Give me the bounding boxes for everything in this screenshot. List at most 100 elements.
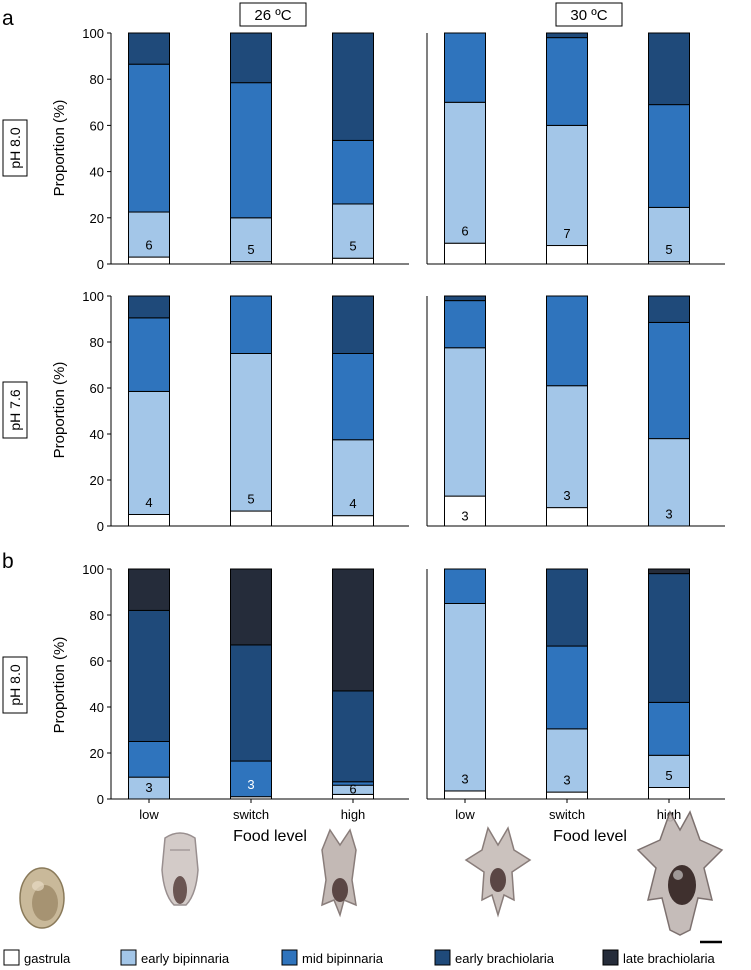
bar-segment-mid-bipinnaria bbox=[332, 139, 374, 205]
bar-segment-gastrula bbox=[648, 787, 690, 800]
y-tick-label: 20 bbox=[90, 211, 104, 226]
bar-segment-mid-bipinnaria bbox=[546, 645, 588, 730]
bar-segment-early-brachiolaria bbox=[444, 295, 486, 302]
bar-segment-early-bipinnaria bbox=[648, 754, 690, 788]
chart-panel-5: 0 20 40 60 80 100 3 low 3 switch 6 high bbox=[82, 562, 409, 822]
bar-segment-early-bipinnaria bbox=[332, 439, 374, 517]
sample-size-label: 3 bbox=[563, 488, 570, 503]
larva-gastrula-image bbox=[19, 867, 65, 929]
chart-panel-2: 6 7 5 bbox=[426, 32, 725, 265]
bar-segment-early-brachiolaria bbox=[546, 568, 588, 647]
sample-size-label: 3 bbox=[461, 509, 468, 524]
bar-segment-early-brachiolaria bbox=[230, 32, 272, 84]
sample-size-label: 5 bbox=[247, 491, 254, 506]
legend: gastrula early bipinnaria mid bipinnaria… bbox=[3, 949, 716, 966]
sample-size-label: 7 bbox=[563, 226, 570, 241]
bar-segment-mid-bipinnaria bbox=[546, 295, 588, 387]
x-axis-title-left: Food level bbox=[233, 828, 307, 845]
bar-segment-early-brachiolaria bbox=[332, 690, 374, 783]
larva-mid-bipinnaria-image bbox=[321, 828, 357, 918]
bar-segment-late-brachiolaria bbox=[332, 568, 374, 692]
bar-segment-early-bipinnaria bbox=[128, 211, 170, 258]
y-tick-label: 80 bbox=[90, 335, 104, 350]
bar-segment-gastrula bbox=[128, 514, 170, 527]
bar-segment-early-brachiolaria bbox=[648, 32, 690, 106]
bar-segment-mid-bipinnaria bbox=[444, 568, 486, 604]
legend-label-late-brachiolaria: late brachiolaria bbox=[623, 951, 716, 966]
temp-label-26: 26 ºC bbox=[254, 7, 291, 24]
temp-box-30 bbox=[555, 2, 623, 27]
sample-size-label: 6 bbox=[461, 224, 468, 239]
y-tick-label: 100 bbox=[82, 562, 104, 577]
row-box-2 bbox=[2, 381, 28, 439]
y-tick-label: 40 bbox=[90, 700, 104, 715]
sample-size-label: 6 bbox=[349, 782, 356, 797]
bar-segment-early-bipinnaria bbox=[230, 353, 272, 512]
y-tick-label: 40 bbox=[90, 165, 104, 180]
bar-segment-mid-bipinnaria bbox=[128, 741, 170, 778]
bar-segment-gastrula bbox=[332, 257, 374, 265]
y-tick-label: 20 bbox=[90, 473, 104, 488]
row-box-3 bbox=[2, 656, 28, 714]
y-tick-label: 100 bbox=[82, 26, 104, 41]
y-tick-label: 80 bbox=[90, 608, 104, 623]
sample-size-label: 5 bbox=[349, 239, 356, 254]
bar-segment-early-brachiolaria bbox=[128, 609, 170, 743]
bar-segment-early-bipinnaria bbox=[444, 101, 486, 244]
bar-segment-mid-bipinnaria bbox=[648, 701, 690, 756]
y-axis-title-2: Proportion (%) bbox=[51, 362, 68, 459]
sample-size-label: 3 bbox=[145, 780, 152, 795]
bar-segment-gastrula bbox=[230, 510, 272, 527]
bar-segment-gastrula bbox=[444, 790, 486, 800]
chart-panel-6: 3low3switch5high bbox=[426, 568, 725, 822]
row-label-3: pH 8.0 bbox=[7, 664, 23, 705]
bar-segment-gastrula bbox=[128, 256, 170, 265]
bar-segment-late-brachiolaria bbox=[128, 568, 170, 611]
row-label-1: pH 8.0 bbox=[7, 127, 23, 168]
bar-segment-early-brachiolaria bbox=[230, 644, 272, 762]
temp-label-30: 30 ºC bbox=[570, 7, 607, 24]
bar-segment-early-bipinnaria bbox=[648, 438, 690, 527]
x-axis-title-right: Food level bbox=[553, 828, 627, 845]
legend-label-early-brachiolaria: early brachiolaria bbox=[455, 951, 555, 966]
sample-size-label: 3 bbox=[563, 772, 570, 787]
bar-segment-gastrula bbox=[546, 245, 588, 265]
bar-segment-early-brachiolaria bbox=[648, 573, 690, 703]
row-label-2: pH 7.6 bbox=[7, 389, 23, 430]
y-tick-label: 0 bbox=[97, 519, 104, 534]
legend-swatch-early-bipinnaria bbox=[120, 949, 137, 966]
bar-segment-mid-bipinnaria bbox=[230, 295, 272, 354]
x-tick-label: high bbox=[341, 807, 366, 822]
legend-swatch-early-brachiolaria bbox=[434, 949, 451, 966]
larva-late-brachiolaria-image bbox=[636, 810, 724, 936]
chart-panel-3: 0 20 40 60 80 100 4 5 4 bbox=[82, 289, 409, 534]
bar-segment-mid-bipinnaria bbox=[648, 104, 690, 208]
bar-segment-early-bipinnaria bbox=[444, 347, 486, 497]
bar-segment-late-brachiolaria bbox=[648, 568, 690, 575]
bar-segment-gastrula bbox=[546, 791, 588, 800]
y-axis-title-1: Proportion (%) bbox=[51, 100, 68, 197]
panel-label-a: a bbox=[2, 7, 14, 30]
bar-segment-early-brachiolaria bbox=[128, 32, 170, 65]
y-tick-label: 40 bbox=[90, 427, 104, 442]
bar-segment-mid-bipinnaria bbox=[648, 321, 690, 440]
bar-segment-early-bipinnaria bbox=[230, 217, 272, 263]
legend-swatch-gastrula bbox=[3, 949, 20, 966]
bar-segment-mid-bipinnaria bbox=[546, 37, 588, 126]
bar-segment-late-brachiolaria bbox=[230, 568, 272, 646]
y-axis-title-3: Proportion (%) bbox=[51, 637, 68, 734]
y-tick-label: 20 bbox=[90, 746, 104, 761]
bar-segment-mid-bipinnaria bbox=[128, 317, 170, 392]
y-tick-label: 80 bbox=[90, 72, 104, 87]
x-tick-label: switch bbox=[233, 807, 269, 822]
bar-segment-mid-bipinnaria bbox=[332, 353, 374, 441]
bar-segment-gastrula bbox=[546, 507, 588, 527]
sample-size-label: 3 bbox=[247, 777, 254, 792]
legend-swatch-mid-bipinnaria bbox=[281, 949, 298, 966]
legend-label-early-bipinnaria: early bipinnaria bbox=[141, 951, 230, 966]
y-tick-label: 60 bbox=[90, 381, 104, 396]
y-tick-label: 60 bbox=[90, 118, 104, 133]
bar-segment-early-bipinnaria bbox=[128, 390, 170, 516]
charts-group: 0 20 40 60 80 100 6 5 5 6 7 5 0 20 40 60 80 100 4 5 4 3 3 3 0 20 4… bbox=[82, 26, 725, 822]
